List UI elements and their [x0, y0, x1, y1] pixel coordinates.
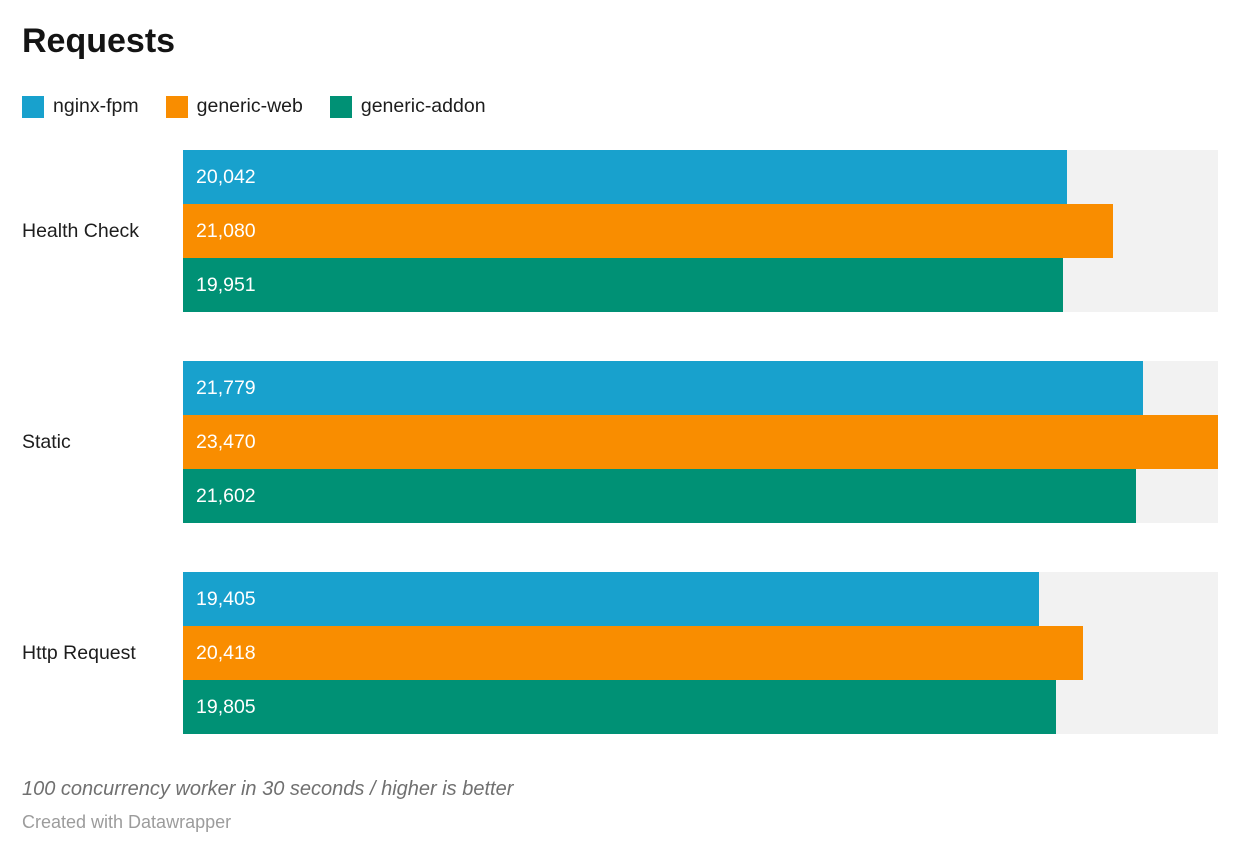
bar-generic-web-static: 23,470	[183, 415, 1218, 470]
bar-stack: 19,405 20,418 19,805	[183, 572, 1218, 735]
bar-track: 20,418	[183, 626, 1218, 681]
bar-generic-web-http-request: 20,418	[183, 626, 1084, 681]
bar-track: 23,470	[183, 415, 1218, 470]
bar-track: 19,951	[183, 258, 1218, 313]
bar-value-label: 20,042	[196, 165, 256, 188]
bar-generic-web-health-check: 21,080	[183, 204, 1113, 259]
bar-stack: 20,042 21,080 19,951	[183, 150, 1218, 313]
bar-track: 20,042	[183, 150, 1218, 205]
chart-footnote: 100 concurrency worker in 30 seconds / h…	[22, 778, 514, 801]
bar-track: 21,080	[183, 204, 1218, 259]
bar-group-http-request: Http Request 19,405 20,418 19,805	[22, 572, 1218, 735]
category-label: Health Check	[22, 219, 140, 242]
bar-stack: 21,779 23,470 21,602	[183, 361, 1218, 524]
legend-swatch-icon	[22, 95, 44, 118]
bar-nginx-fpm-http-request: 19,405	[183, 572, 1039, 627]
legend-label: generic-addon	[360, 95, 486, 118]
bar-value-label: 19,405	[196, 587, 256, 610]
bar-chart: Health Check 20,042 21,080 19,951 Static 21,7…	[22, 150, 1218, 735]
bar-generic-addon-static: 21,602	[183, 469, 1136, 524]
bar-track: 21,602	[183, 469, 1218, 524]
bar-nginx-fpm-static: 21,779	[183, 361, 1144, 416]
datawrapper-credit: Created with Datawrapper	[22, 812, 232, 833]
bar-value-label: 21,602	[196, 484, 256, 507]
bar-group-health-check: Health Check 20,042 21,080 19,951	[22, 150, 1218, 313]
legend-item-generic-addon: generic-addon	[329, 95, 486, 118]
bar-generic-addon-http-request: 19,805	[183, 680, 1057, 735]
chart-title: Requests	[22, 22, 176, 60]
legend: nginx-fpm generic-web generic-addon	[22, 95, 1218, 118]
bar-track: 19,805	[183, 680, 1218, 735]
legend-swatch-icon	[165, 95, 188, 118]
category-label: Http Request	[22, 641, 136, 664]
bar-track: 19,405	[183, 572, 1218, 627]
bar-value-label: 19,951	[196, 273, 256, 296]
bar-generic-addon-health-check: 19,951	[183, 258, 1063, 313]
legend-swatch-icon	[329, 95, 352, 118]
bar-value-label: 21,779	[196, 376, 256, 399]
legend-item-nginx-fpm: nginx-fpm	[22, 95, 139, 118]
bar-value-label: 19,805	[196, 695, 256, 718]
bar-value-label: 23,470	[196, 430, 256, 453]
category-label: Static	[22, 430, 71, 453]
bar-group-static: Static 21,779 23,470 21,602	[22, 361, 1218, 524]
bar-nginx-fpm-health-check: 20,042	[183, 150, 1067, 205]
bar-value-label: 20,418	[196, 641, 256, 664]
legend-label: nginx-fpm	[53, 95, 139, 118]
legend-item-generic-web: generic-web	[165, 95, 303, 118]
bar-track: 21,779	[183, 361, 1218, 416]
bar-value-label: 21,080	[196, 219, 256, 242]
legend-label: generic-web	[196, 95, 303, 118]
